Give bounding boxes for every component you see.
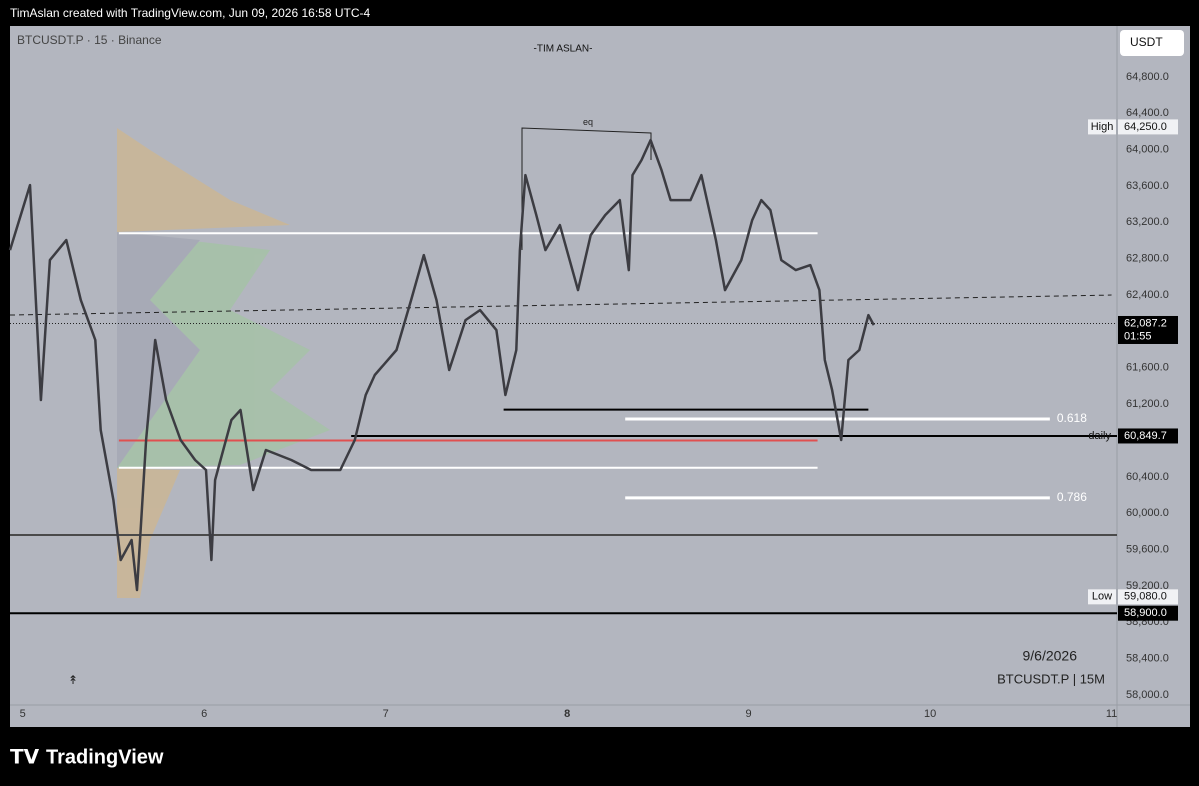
currency-button[interactable]	[1120, 30, 1184, 56]
y-tick-label: 60,400.0	[1126, 471, 1169, 483]
marker-label: High	[1091, 121, 1114, 133]
fib-label: 0.786	[1057, 490, 1087, 504]
marker-label-box	[1088, 119, 1116, 135]
y-tick-label: 61,200.0	[1126, 398, 1169, 410]
y-tick-label: 62,400.0	[1126, 289, 1169, 301]
marker-label-box	[1088, 589, 1116, 605]
eq-bracket	[521, 127, 652, 250]
y-tick-label: 64,000.0	[1126, 144, 1169, 156]
y-tick-label: 58,000.0	[1126, 689, 1169, 701]
price-line	[8, 138, 875, 592]
footer-symbol: BTCUSDT.P | 15M	[997, 671, 1105, 686]
icon: ↟	[68, 673, 78, 687]
header-text: TimAslan created with TradingView.com, J…	[10, 6, 371, 20]
x-tick-label: 9	[746, 708, 752, 720]
marker-label: Low	[1092, 591, 1112, 603]
trendline	[9, 294, 1112, 316]
x-tick-label: 11	[1106, 708, 1117, 720]
y-tick-label: 60,000.0	[1126, 507, 1169, 519]
x-tick-label: 5	[20, 708, 26, 720]
fib-label: 0.618	[1057, 411, 1087, 425]
y-tick-label: 63,600.0	[1126, 180, 1169, 192]
price-marker	[1118, 589, 1178, 605]
y-tick-label: 62,800.0	[1126, 253, 1169, 265]
price-marker-value: 59,080.0	[1124, 591, 1167, 603]
x-tick-label: 8	[564, 708, 570, 720]
y-tick-label: 59,200.0	[1126, 580, 1169, 592]
brand-logo: 𝗧𝗩	[10, 746, 40, 768]
price-marker-value: 58,900.0	[1124, 607, 1167, 619]
y-tick-label: 61,600.0	[1126, 362, 1169, 374]
price-marker-value: 62,087.2	[1124, 317, 1167, 329]
symbol-title: BTCUSDT.P · 15 · Binance	[17, 33, 162, 47]
price-marker	[1118, 605, 1178, 621]
brand: TradingView	[46, 746, 164, 768]
price-marker	[1118, 315, 1178, 344]
y-tick-label: 59,600.0	[1126, 543, 1169, 555]
x-tick-label: 7	[383, 708, 389, 720]
x-tick-label: 10	[924, 708, 936, 720]
marker-label: daily	[1088, 430, 1111, 442]
price-marker	[1118, 119, 1178, 135]
footer-date: 9/6/2026	[1023, 648, 1078, 664]
countdown: 01:55	[1124, 330, 1152, 342]
price-marker-value: 60,849.7	[1124, 430, 1167, 442]
y-tick-label: 64,800.0	[1126, 71, 1169, 83]
currency[interactable]: USDT	[1130, 35, 1163, 49]
price-marker	[1118, 428, 1178, 444]
y-tick-label: 64,400.0	[1126, 107, 1169, 119]
eq-label: eq	[583, 117, 593, 127]
y-tick-label: 63,200.0	[1126, 216, 1169, 228]
price-marker-value: 64,250.0	[1124, 121, 1167, 133]
x-tick-label: 6	[201, 708, 207, 720]
watermark: -TIM ASLAN-	[534, 44, 593, 55]
y-tick-label: 58,400.0	[1126, 653, 1169, 665]
